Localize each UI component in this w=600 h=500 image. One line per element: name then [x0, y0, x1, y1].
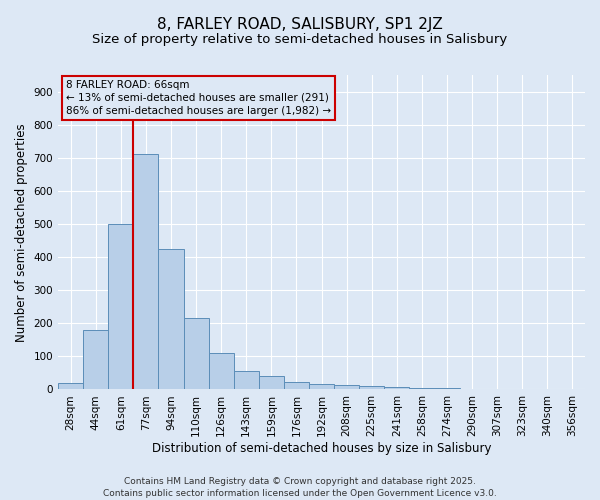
Text: Contains HM Land Registry data © Crown copyright and database right 2025.
Contai: Contains HM Land Registry data © Crown c…	[103, 476, 497, 498]
Bar	[83, 330, 108, 390]
Bar	[184, 318, 209, 390]
Bar	[158, 249, 184, 390]
Bar	[209, 353, 233, 390]
Bar	[259, 376, 284, 390]
Text: 8, FARLEY ROAD, SALISBURY, SP1 2JZ: 8, FARLEY ROAD, SALISBURY, SP1 2JZ	[157, 18, 443, 32]
Text: Size of property relative to semi-detached houses in Salisbury: Size of property relative to semi-detach…	[92, 32, 508, 46]
Y-axis label: Number of semi-detached properties: Number of semi-detached properties	[15, 123, 28, 342]
Bar	[409, 388, 434, 390]
Bar	[434, 388, 460, 390]
Text: 8 FARLEY ROAD: 66sqm
← 13% of semi-detached houses are smaller (291)
86% of semi: 8 FARLEY ROAD: 66sqm ← 13% of semi-detac…	[66, 80, 331, 116]
Bar	[284, 382, 309, 390]
Bar	[460, 389, 485, 390]
Bar	[58, 383, 83, 390]
Bar	[133, 154, 158, 390]
Bar	[233, 372, 259, 390]
Bar	[384, 387, 409, 390]
Bar	[334, 385, 359, 390]
Bar	[359, 386, 384, 390]
X-axis label: Distribution of semi-detached houses by size in Salisbury: Distribution of semi-detached houses by …	[152, 442, 491, 455]
Bar	[309, 384, 334, 390]
Bar	[108, 224, 133, 390]
